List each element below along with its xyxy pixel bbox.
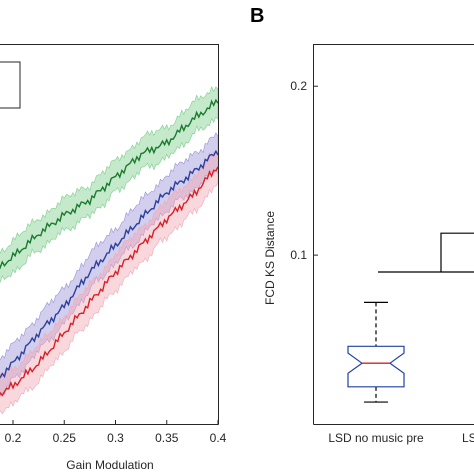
y-axis-label-b: FCD KS Distance: [263, 211, 277, 305]
y-tick-label-b: 0.2: [290, 79, 307, 93]
series-line-0: [0, 98, 219, 270]
x-tick-label-a: 0.25: [53, 431, 77, 445]
x-tick-label-a: 0.3: [107, 431, 124, 445]
x-tick-label-a: 0.2: [5, 431, 22, 445]
x-axis-label-a: Gain Modulation: [66, 458, 153, 472]
box-lsd-no-music-pre: [347, 345, 405, 388]
x-tick-label-b: LS: [462, 431, 474, 445]
x-tick-label-a: 0.4: [210, 431, 227, 445]
y-tick-label-b: 0.1: [290, 248, 307, 262]
series-line-2: [0, 166, 219, 397]
x-tick-label-b: LSD no music pre: [328, 431, 424, 445]
box2-outline: [440, 232, 474, 272]
x-tick-label-a: 0.35: [155, 431, 179, 445]
series-line-1: [0, 149, 219, 379]
legend-box: [0, 61, 21, 109]
panel-a: 0.2 0.25 0.3 0.35 0.4 Gain Modulation: [0, 44, 227, 472]
panel-label-b: B: [250, 5, 264, 27]
panel-b: B 0.1 0.2 FCD KS Distance LSD no music pr…: [250, 5, 474, 445]
